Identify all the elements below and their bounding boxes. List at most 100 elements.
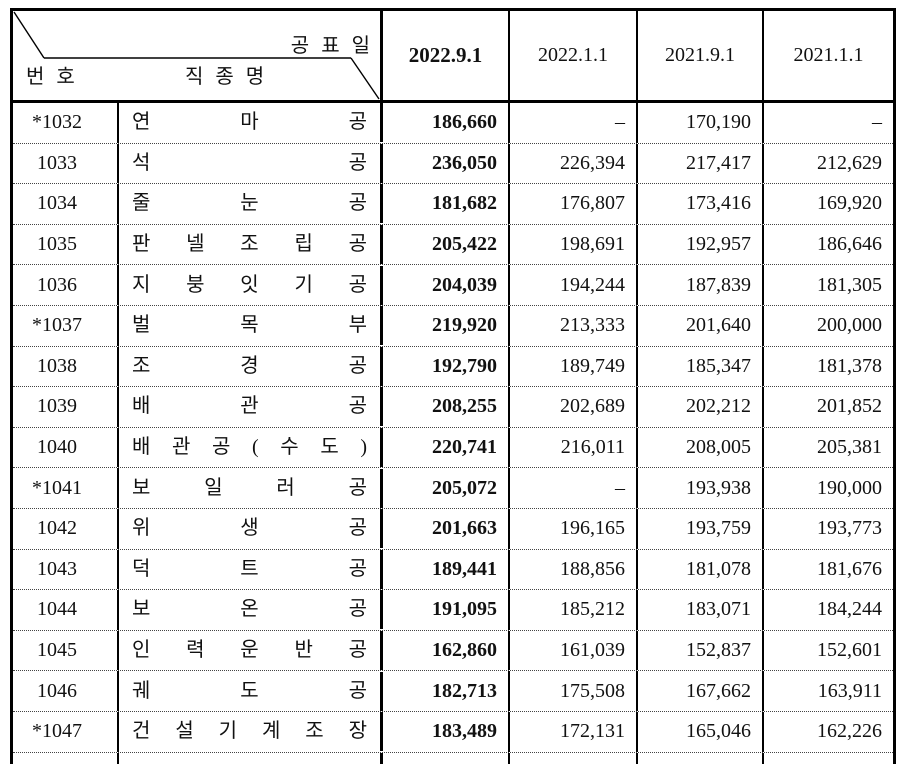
- row-value: 216,011: [510, 427, 638, 468]
- cutoff-partial-row: [13, 752, 893, 764]
- row-value: 187,839: [638, 265, 764, 305]
- row-value: 205,422: [383, 224, 510, 265]
- row-no: 1043: [13, 549, 119, 590]
- row-value: 194,244: [510, 265, 638, 305]
- row-no: 1035: [13, 224, 119, 265]
- row-value: –: [510, 468, 638, 508]
- row-value: 201,852: [817, 395, 882, 418]
- row-job-name: 벌 목 부: [119, 306, 383, 346]
- row-no: 1036: [13, 265, 119, 305]
- row-value: 213,333: [510, 305, 638, 346]
- row-value: 220,741: [383, 427, 510, 468]
- row-value: –: [510, 103, 638, 143]
- table-row: 1043 덕 트 공 189,441 188,856 181,078 181,6…: [13, 549, 893, 591]
- row-no: 1038: [13, 346, 119, 387]
- row-job-name: 연 마 공: [119, 103, 383, 143]
- row-value: 167,662: [638, 671, 764, 711]
- row-value: 173,416: [638, 184, 764, 224]
- row-no: *1032: [13, 103, 119, 143]
- row-value: 193,938: [638, 468, 764, 508]
- row-no: *1041: [13, 468, 119, 508]
- row-value: 204,039: [383, 265, 510, 305]
- row-value: 176,807: [510, 184, 638, 224]
- row-value: 175,508: [510, 671, 638, 711]
- row-job-name: 위 생 공: [119, 509, 383, 549]
- row-value: 189,749: [510, 346, 638, 387]
- row-value: 170,190: [638, 103, 764, 143]
- table-row: 1034 줄 눈 공 181,682 176,807 173,416 169,9…: [13, 184, 893, 225]
- row-no: 1046: [13, 671, 119, 711]
- row-no: 1042: [13, 508, 119, 549]
- row-value: 200,000: [817, 314, 882, 337]
- table-row: 1033 석 공 236,050 226,394 217,417 212,629: [13, 143, 893, 185]
- row-value: 198,691: [510, 224, 638, 265]
- row-job-name: 줄 눈 공: [119, 184, 383, 224]
- row-no: *1037: [13, 305, 119, 346]
- row-no: 1034: [13, 184, 119, 224]
- row-job-name: 보 일 러 공: [119, 468, 383, 508]
- row-value: 169,920: [817, 192, 882, 215]
- row-no: 1040: [13, 427, 119, 468]
- row-value: 162,226: [817, 720, 882, 743]
- row-value: 188,856: [510, 549, 638, 590]
- row-value: 189,441: [383, 549, 510, 590]
- row-value: 185,347: [638, 346, 764, 387]
- row-job-name: 인 력 운 반 공: [119, 631, 383, 671]
- row-no: 1045: [13, 630, 119, 671]
- table-row: 1039 배 관 공 208,255 202,689 202,212 201,8…: [13, 387, 893, 428]
- row-value: 190,000: [817, 476, 882, 499]
- row-job-name: 배 관 공: [119, 387, 383, 427]
- table-row: 1035 판 넬 조 립 공 205,422 198,691 192,957 1…: [13, 224, 893, 266]
- header-publication-date-label: 공 표 일: [290, 35, 370, 57]
- header-date-2021-9-1: 2021.9.1: [638, 11, 764, 100]
- row-value: 186,660: [383, 103, 510, 143]
- row-value: 236,050: [383, 143, 510, 184]
- table-row: 1044 보 온 공 191,095 185,212 183,071 184,2…: [13, 590, 893, 631]
- row-job-name: 판 넬 조 립 공: [119, 225, 383, 265]
- row-value: 193,759: [638, 508, 764, 549]
- row-job-name: 조 경 공: [119, 346, 383, 386]
- table-row: *1047 건 설 기 계 조 장 183,489 172,131 165,04…: [13, 711, 893, 753]
- row-value: 183,489: [383, 711, 510, 752]
- row-value: 208,255: [383, 387, 510, 427]
- header-date-2022-1-1: 2022.1.1: [510, 11, 638, 100]
- row-no: 1033: [13, 143, 119, 184]
- row-value: 196,165: [510, 508, 638, 549]
- row-value: 217,417: [638, 143, 764, 184]
- row-job-name: 지 붕 잇 기 공: [119, 265, 383, 305]
- wage-table: 공 표 일 번 호 직 종 명 2022.9.1 2022.1.1 2021.9…: [10, 8, 896, 764]
- row-job-name: 궤 도 공: [119, 671, 383, 711]
- table-body: *1032 연 마 공 186,660 – 170,190 – 1033 석 공…: [13, 103, 893, 753]
- row-job-name: 배 관 공 ( 수 도 ): [119, 428, 383, 468]
- row-value: 181,305: [817, 273, 882, 296]
- row-no: *1047: [13, 711, 119, 752]
- row-value: 184,244: [817, 598, 882, 621]
- row-value: 172,131: [510, 711, 638, 752]
- row-value: 201,640: [638, 305, 764, 346]
- header-job-name-label: 직 종 명: [185, 66, 265, 88]
- row-value: 201,663: [383, 508, 510, 549]
- header-date-2022-9-1: 2022.9.1: [383, 11, 510, 100]
- row-value: 219,920: [383, 305, 510, 346]
- diagonal-divider-lines: [13, 11, 380, 100]
- row-no: 1044: [13, 590, 119, 630]
- row-value: 205,381: [817, 436, 882, 459]
- row-value: 162,860: [383, 630, 510, 671]
- row-value: 181,682: [383, 184, 510, 224]
- table-row: 1042 위 생 공 201,663 196,165 193,759 193,7…: [13, 508, 893, 550]
- table-row: 1045 인 력 운 반 공 162,860 161,039 152,837 1…: [13, 630, 893, 672]
- row-value: 192,790: [383, 346, 510, 387]
- row-value: 193,773: [817, 517, 882, 540]
- header-corner-cell: 공 표 일 번 호 직 종 명: [13, 11, 383, 100]
- row-value: 181,378: [817, 354, 882, 377]
- table-row: 1040 배 관 공 ( 수 도 ) 220,741 216,011 208,0…: [13, 427, 893, 469]
- table-row: 1046 궤 도 공 182,713 175,508 167,662 163,9…: [13, 671, 893, 712]
- table-row: *1041 보 일 러 공 205,072 – 193,938 190,000: [13, 468, 893, 509]
- table-header-row: 공 표 일 번 호 직 종 명 2022.9.1 2022.1.1 2021.9…: [13, 11, 893, 103]
- row-job-name: 건 설 기 계 조 장: [119, 712, 383, 752]
- row-value: 152,601: [817, 639, 882, 662]
- row-value: 212,629: [817, 151, 882, 174]
- row-value: 185,212: [510, 590, 638, 630]
- header-number-label: 번 호: [26, 66, 75, 88]
- row-value: 161,039: [510, 630, 638, 671]
